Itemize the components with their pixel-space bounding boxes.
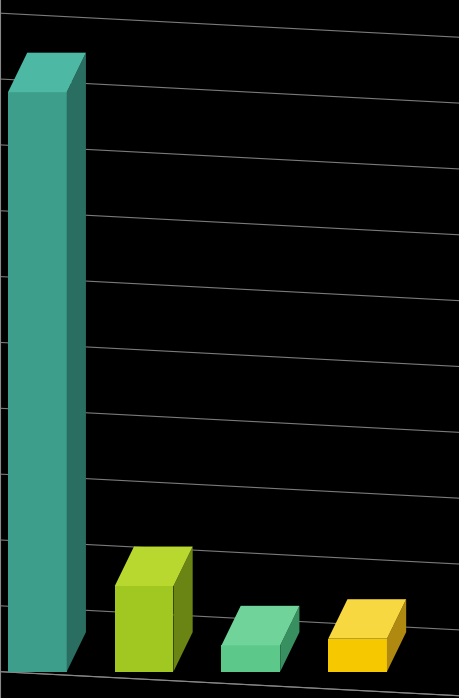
Polygon shape	[328, 639, 387, 671]
Polygon shape	[115, 547, 193, 586]
Polygon shape	[115, 586, 174, 671]
Polygon shape	[8, 92, 67, 671]
Polygon shape	[8, 52, 86, 92]
Polygon shape	[222, 646, 280, 671]
Polygon shape	[222, 606, 299, 646]
Polygon shape	[328, 599, 406, 639]
Polygon shape	[67, 52, 86, 671]
Polygon shape	[174, 547, 193, 671]
Polygon shape	[387, 599, 406, 671]
Polygon shape	[280, 606, 299, 671]
